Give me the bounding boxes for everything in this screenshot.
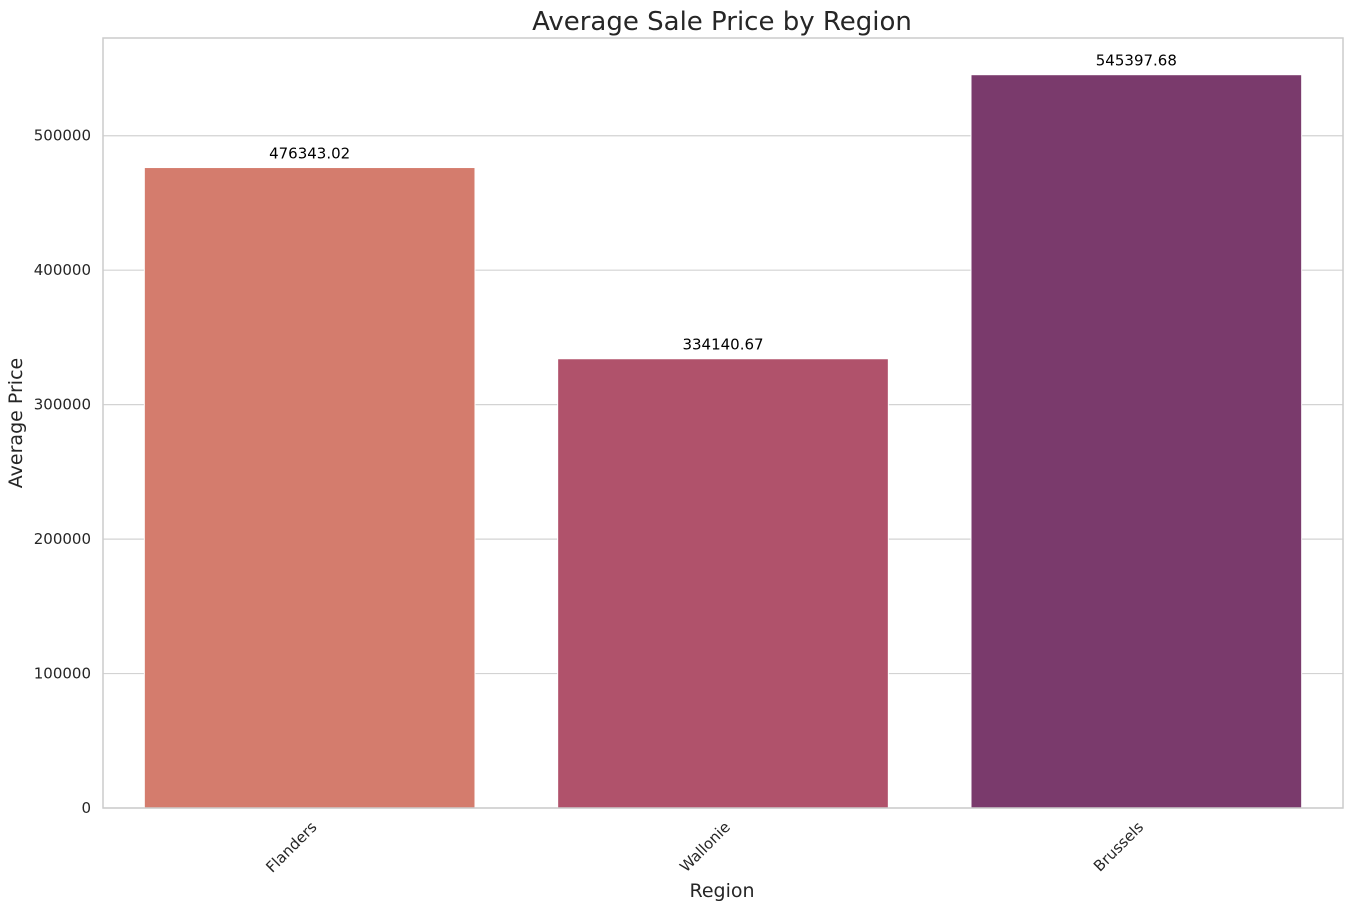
x-tick-label: Flanders — [262, 818, 320, 876]
y-tick-label: 200000 — [34, 530, 91, 548]
data-labels: 476343.02 334140.67 545397.68 — [269, 52, 1177, 354]
bar-value-label: 334140.67 — [682, 336, 763, 354]
bar-value-label: 545397.68 — [1096, 52, 1177, 70]
bar-value-label: 476343.02 — [269, 145, 350, 163]
x-tick-label: Wallonie — [676, 818, 734, 876]
plot-frame — [102, 37, 1344, 809]
y-tick-label: 400000 — [34, 261, 91, 279]
chart-title: Average Sale Price by Region — [532, 7, 912, 37]
bar-wallonie — [557, 358, 889, 809]
y-tick-label: 100000 — [34, 665, 91, 683]
bar-flanders — [143, 167, 476, 809]
bars — [143, 74, 1303, 809]
y-axis-label: Average Price — [5, 358, 27, 488]
x-axis-label: Region — [689, 880, 754, 902]
x-tick-label: Brussels — [1090, 818, 1147, 875]
x-axis-ticks: Flanders Wallonie Brussels — [262, 818, 1147, 876]
y-tick-label: 0 — [81, 799, 91, 817]
bar-brussels — [970, 74, 1303, 809]
y-axis-ticks: 0 100000 200000 300000 400000 500000 — [34, 127, 91, 817]
y-tick-label: 500000 — [34, 127, 91, 145]
y-tick-label: 300000 — [34, 396, 91, 414]
